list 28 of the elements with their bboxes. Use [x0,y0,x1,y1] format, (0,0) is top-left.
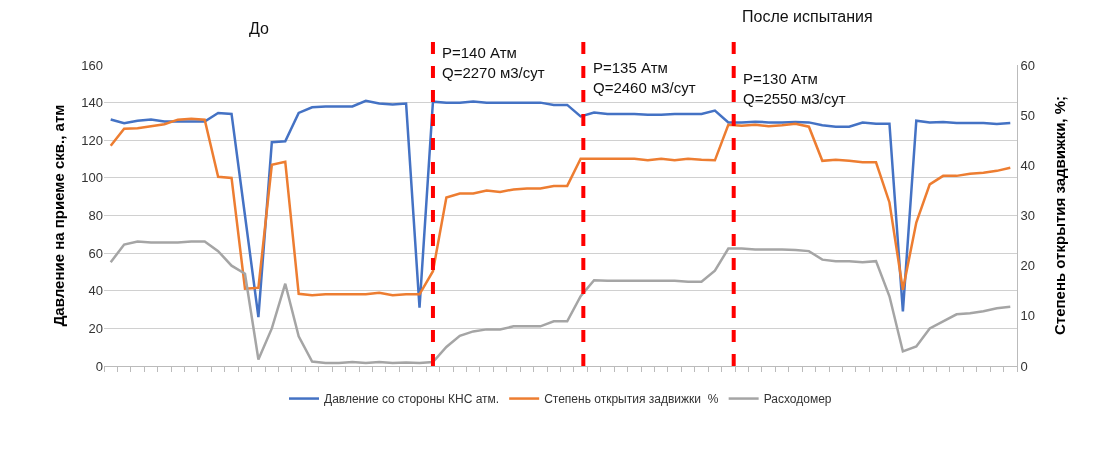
y-tick-label: 60 [88,245,103,261]
y2-tick-label: 40 [1020,157,1036,173]
legend-label: Давление со стороны КНС атм. [324,392,500,407]
y-tick-label: 160 [81,57,103,73]
y2-tick-label: 30 [1020,208,1036,224]
y2-axis-title: Степень открытия задвижки, %; [1050,95,1068,336]
y2-tick-label: 50 [1020,107,1036,123]
y-tick-label: 40 [88,283,103,299]
y-tick-label: 20 [88,320,103,336]
y2-tick-label: 20 [1020,258,1036,274]
text: До [249,20,270,37]
y-axis-title: Давление на приеме скв., атм [50,104,67,327]
annotation: P=140 Атм Q=2270 м3/сут [442,44,545,81]
text: После испытания [742,8,873,25]
y-tick-label: 80 [88,208,103,224]
annotation: P=135 Атм Q=2460 м3/сут [593,59,696,96]
y-tick-label: 0 [95,358,103,374]
legend-label: Расходомер [763,392,832,407]
y2-tick-label: 0 [1020,358,1028,374]
y2-tick-label: 60 [1020,57,1036,73]
y-tick-label: 100 [81,170,103,186]
y2-tick-label: 10 [1020,308,1036,324]
legend-label: Степень открытия задвижки % [544,392,719,407]
line-series [109,240,1012,365]
y-tick-label: 140 [81,95,103,111]
y-tick-label: 120 [81,132,103,148]
line-series [109,117,1012,297]
annotation: P=130 Атм Q=2550 м3/сут [743,70,846,107]
